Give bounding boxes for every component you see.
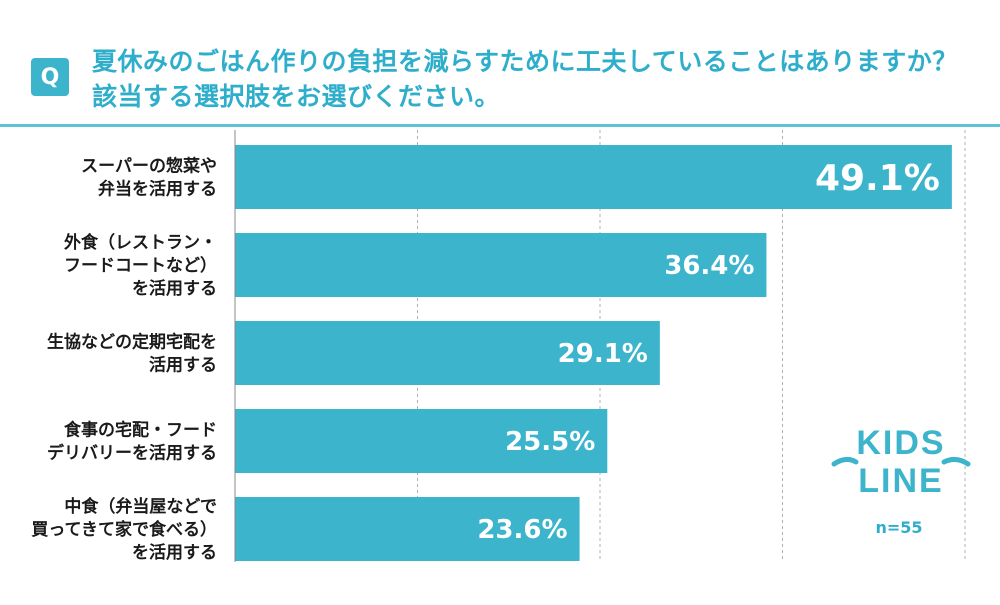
category-label: デリバリーを活用する bbox=[47, 443, 217, 464]
category-label: 買ってきて家で食べる） bbox=[31, 519, 217, 540]
bar bbox=[235, 497, 580, 561]
data-label: 49.1% bbox=[815, 158, 940, 199]
kidsline-logo-icon: KIDS LINE bbox=[831, 424, 971, 500]
category-label: 中食（弁当屋などで bbox=[64, 496, 217, 517]
question-title: 夏休みのごはん作りの負担を減らすために工夫していることはありますか？該当する選択… bbox=[92, 47, 958, 111]
bar bbox=[235, 409, 608, 473]
bar bbox=[235, 321, 660, 385]
category-label: 生協などの定期宅配を bbox=[47, 332, 217, 353]
category-label: を活用する bbox=[132, 278, 217, 299]
category-label: を活用する bbox=[132, 542, 217, 563]
logo-line-2: LINE bbox=[858, 462, 943, 500]
question-header: Q 夏休みのごはん作りの負担を減らすために工夫していることはありますか？該当する… bbox=[0, 0, 1000, 128]
data-label: 23.6% bbox=[477, 515, 567, 545]
header-divider bbox=[0, 124, 1000, 127]
data-label: 25.5% bbox=[505, 427, 595, 457]
category-label: フードコートなど） bbox=[64, 255, 217, 276]
category-label: 外食（レストラン・ bbox=[64, 232, 217, 253]
bar bbox=[235, 145, 952, 209]
category-label: 活用する bbox=[149, 355, 217, 376]
category-label: 食事の宅配・フード bbox=[64, 420, 217, 441]
data-label: 36.4% bbox=[664, 251, 754, 281]
category-label: スーパーの惣菜や bbox=[81, 156, 217, 177]
data-label: 29.1% bbox=[558, 339, 648, 369]
sample-size-label: n=55 bbox=[875, 518, 923, 537]
logo-line-1: KIDS bbox=[856, 424, 945, 462]
question-icon: Q bbox=[31, 58, 69, 96]
category-label: 弁当を活用する bbox=[98, 179, 217, 200]
bar bbox=[235, 233, 767, 297]
